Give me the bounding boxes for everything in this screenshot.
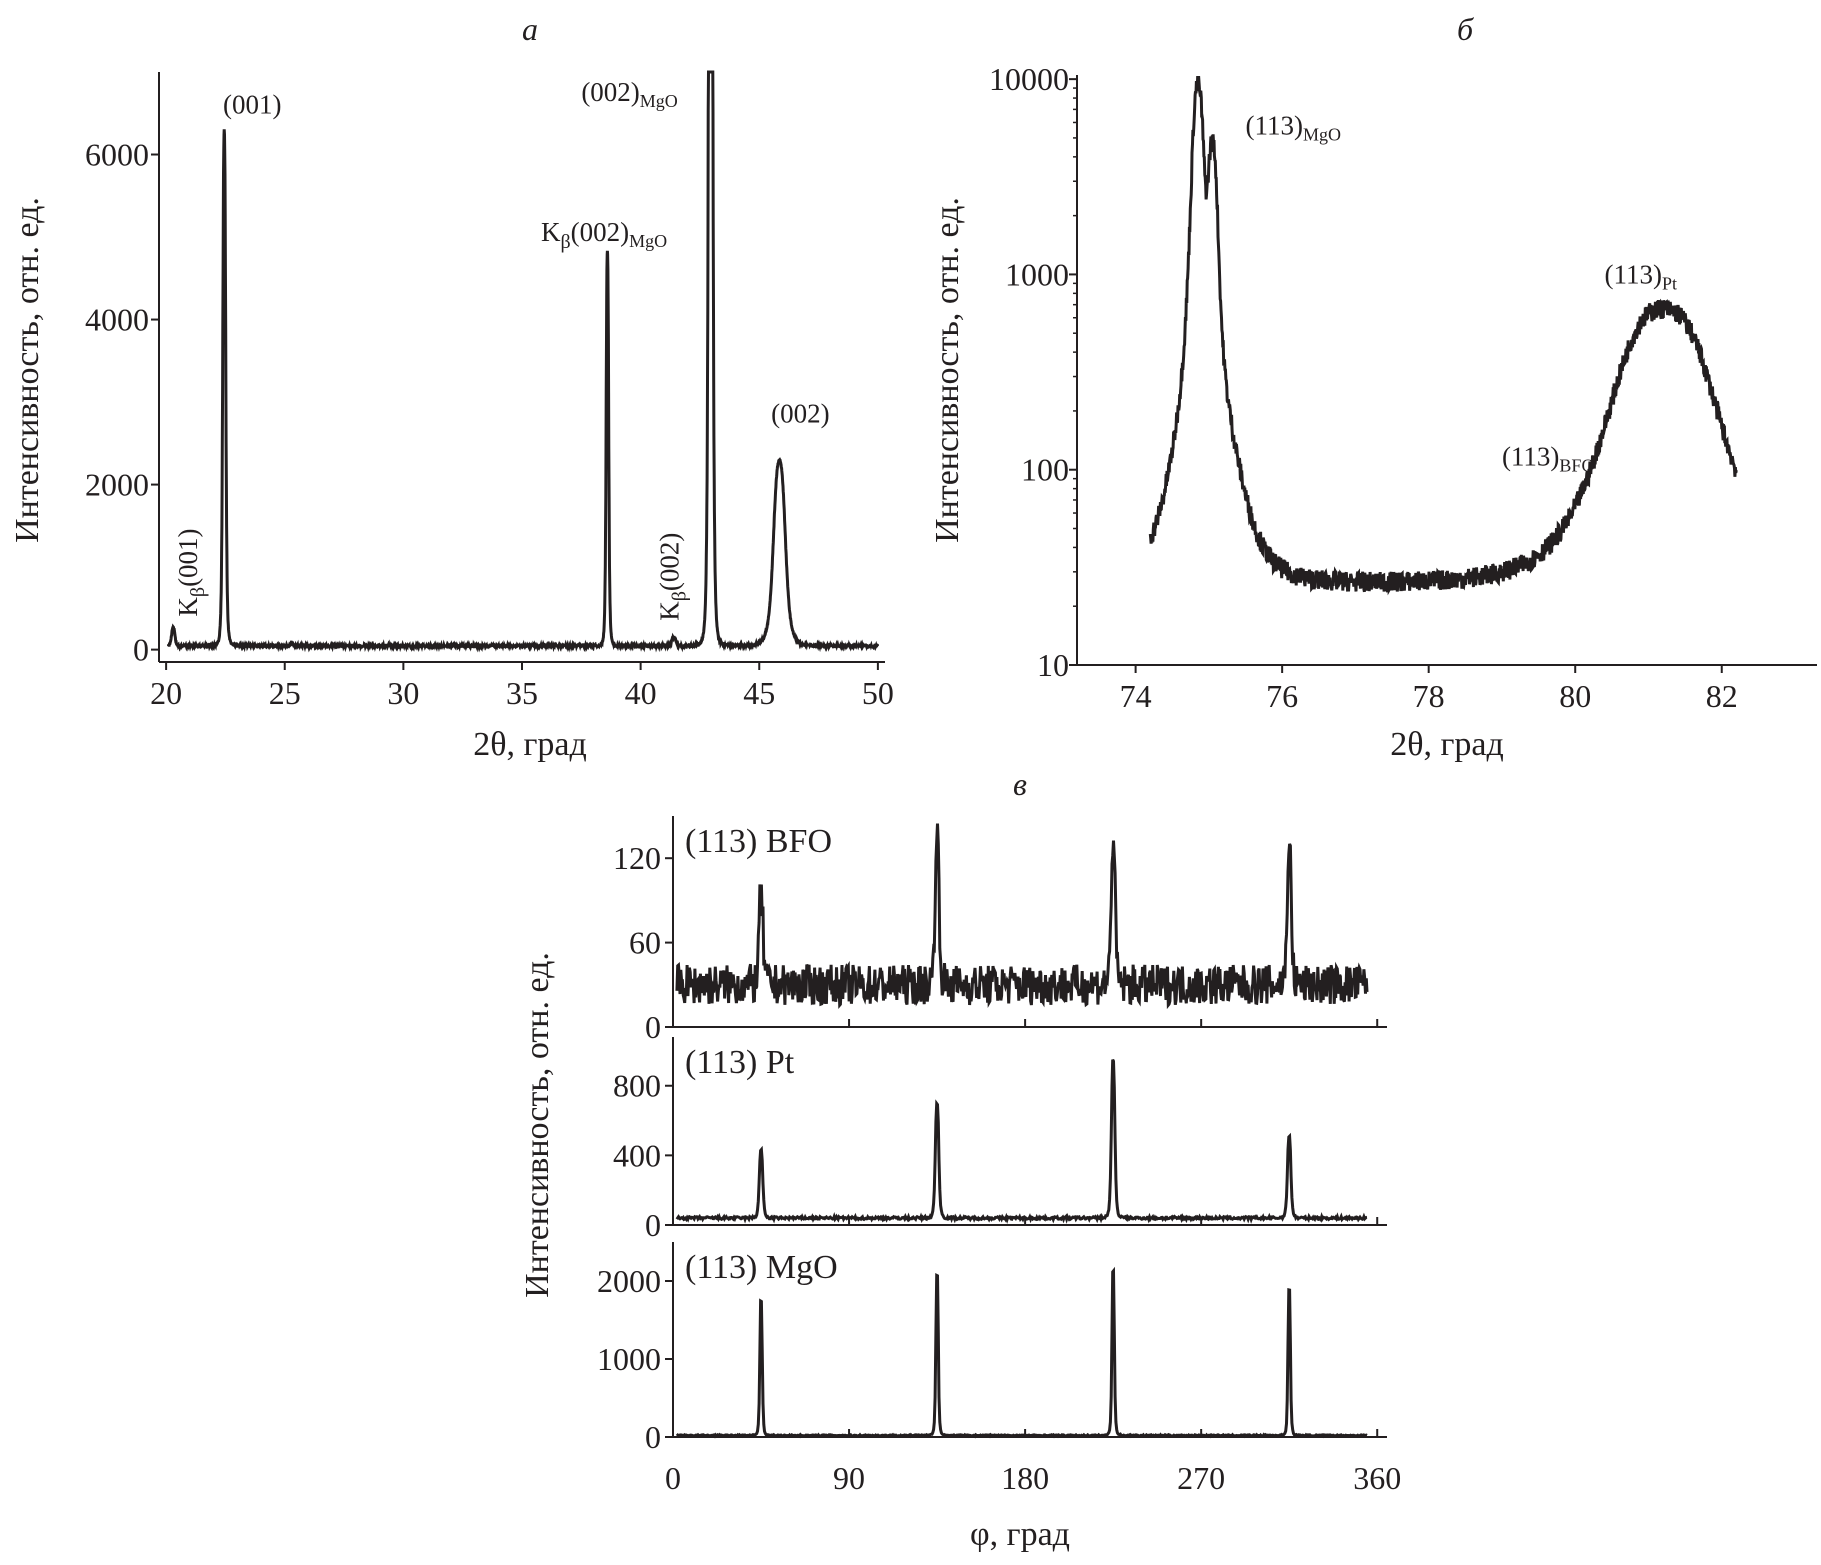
x-tick-label: 360	[1353, 1460, 1401, 1496]
x-tick-label: 74	[1120, 678, 1152, 714]
peak-annotation: (002)MgO	[581, 77, 678, 111]
y-tick-label: 2000	[85, 467, 149, 503]
y-tick-label: 0	[645, 1419, 661, 1455]
y-tick-label: 120	[613, 840, 661, 876]
y-tick-label: 0	[645, 1009, 661, 1045]
y-tick-label: 10000	[989, 61, 1069, 97]
x-axis-label: φ, град	[970, 1516, 1070, 1553]
x-tick-label: 20	[150, 675, 182, 711]
y-axis-label: Интенсивность, отн. ед.	[519, 952, 556, 1298]
series-line	[1148, 76, 1738, 596]
x-tick-label: 45	[743, 675, 775, 711]
peak-annotation: (113)BFO	[1502, 442, 1595, 476]
y-tick-label: 4000	[85, 302, 149, 338]
x-tick-label: 76	[1266, 678, 1298, 714]
x-tick-label: 0	[665, 1460, 681, 1496]
y-tick-label: 1000	[1005, 256, 1069, 292]
y-tick-label: 400	[613, 1137, 661, 1173]
x-tick-label: 40	[625, 675, 657, 711]
y-tick-label: 100	[1021, 452, 1069, 488]
panel-title: а	[522, 11, 538, 47]
peak-annotation: Kβ(002)MgO	[541, 217, 667, 253]
y-tick-label: 60	[629, 925, 661, 961]
subplot-label: (113) BFO	[685, 823, 832, 860]
x-tick-label: 78	[1413, 678, 1445, 714]
peak-annotation: (113)Pt	[1605, 259, 1678, 293]
panel-title: б	[1457, 11, 1474, 47]
x-tick-label: 80	[1559, 678, 1591, 714]
peak-annotation: (002)	[771, 399, 829, 429]
x-tick-label: 50	[862, 675, 894, 711]
x-axis-label: 2θ, град	[1390, 726, 1504, 763]
y-tick-label: 0	[133, 632, 149, 668]
series-line	[675, 1266, 1368, 1439]
peak-annotation: (001)	[223, 89, 281, 119]
y-tick-label: 1000	[597, 1341, 661, 1377]
peak-annotation: Kβ(001)	[173, 528, 209, 616]
y-axis-label: Интенсивность, отн. ед.	[9, 197, 46, 543]
series-line	[167, 70, 880, 653]
peak-annotation: (113)MgO	[1246, 111, 1342, 145]
x-tick-label: 82	[1706, 678, 1738, 714]
x-tick-label: 180	[1001, 1460, 1049, 1496]
y-tick-label: 2000	[597, 1263, 661, 1299]
x-tick-label: 90	[833, 1460, 865, 1496]
subplot-label: (113) Pt	[685, 1044, 795, 1081]
y-tick-label: 10	[1037, 647, 1069, 683]
y-tick-label: 0	[645, 1207, 661, 1243]
x-tick-label: 30	[387, 675, 419, 711]
series-line	[675, 1059, 1368, 1225]
subplot-label: (113) MgO	[685, 1249, 838, 1286]
x-tick-label: 35	[506, 675, 538, 711]
panel-title: в	[1013, 766, 1027, 802]
x-axis-label: 2θ, град	[473, 726, 587, 763]
x-tick-label: 25	[269, 675, 301, 711]
series-line	[675, 823, 1369, 1010]
x-tick-label: 270	[1177, 1460, 1225, 1496]
peak-annotation: Kβ(002)	[655, 533, 691, 621]
y-tick-label: 800	[613, 1068, 661, 1104]
y-tick-label: 6000	[85, 137, 149, 173]
y-axis-label: Интенсивность, отн. ед.	[929, 197, 966, 543]
